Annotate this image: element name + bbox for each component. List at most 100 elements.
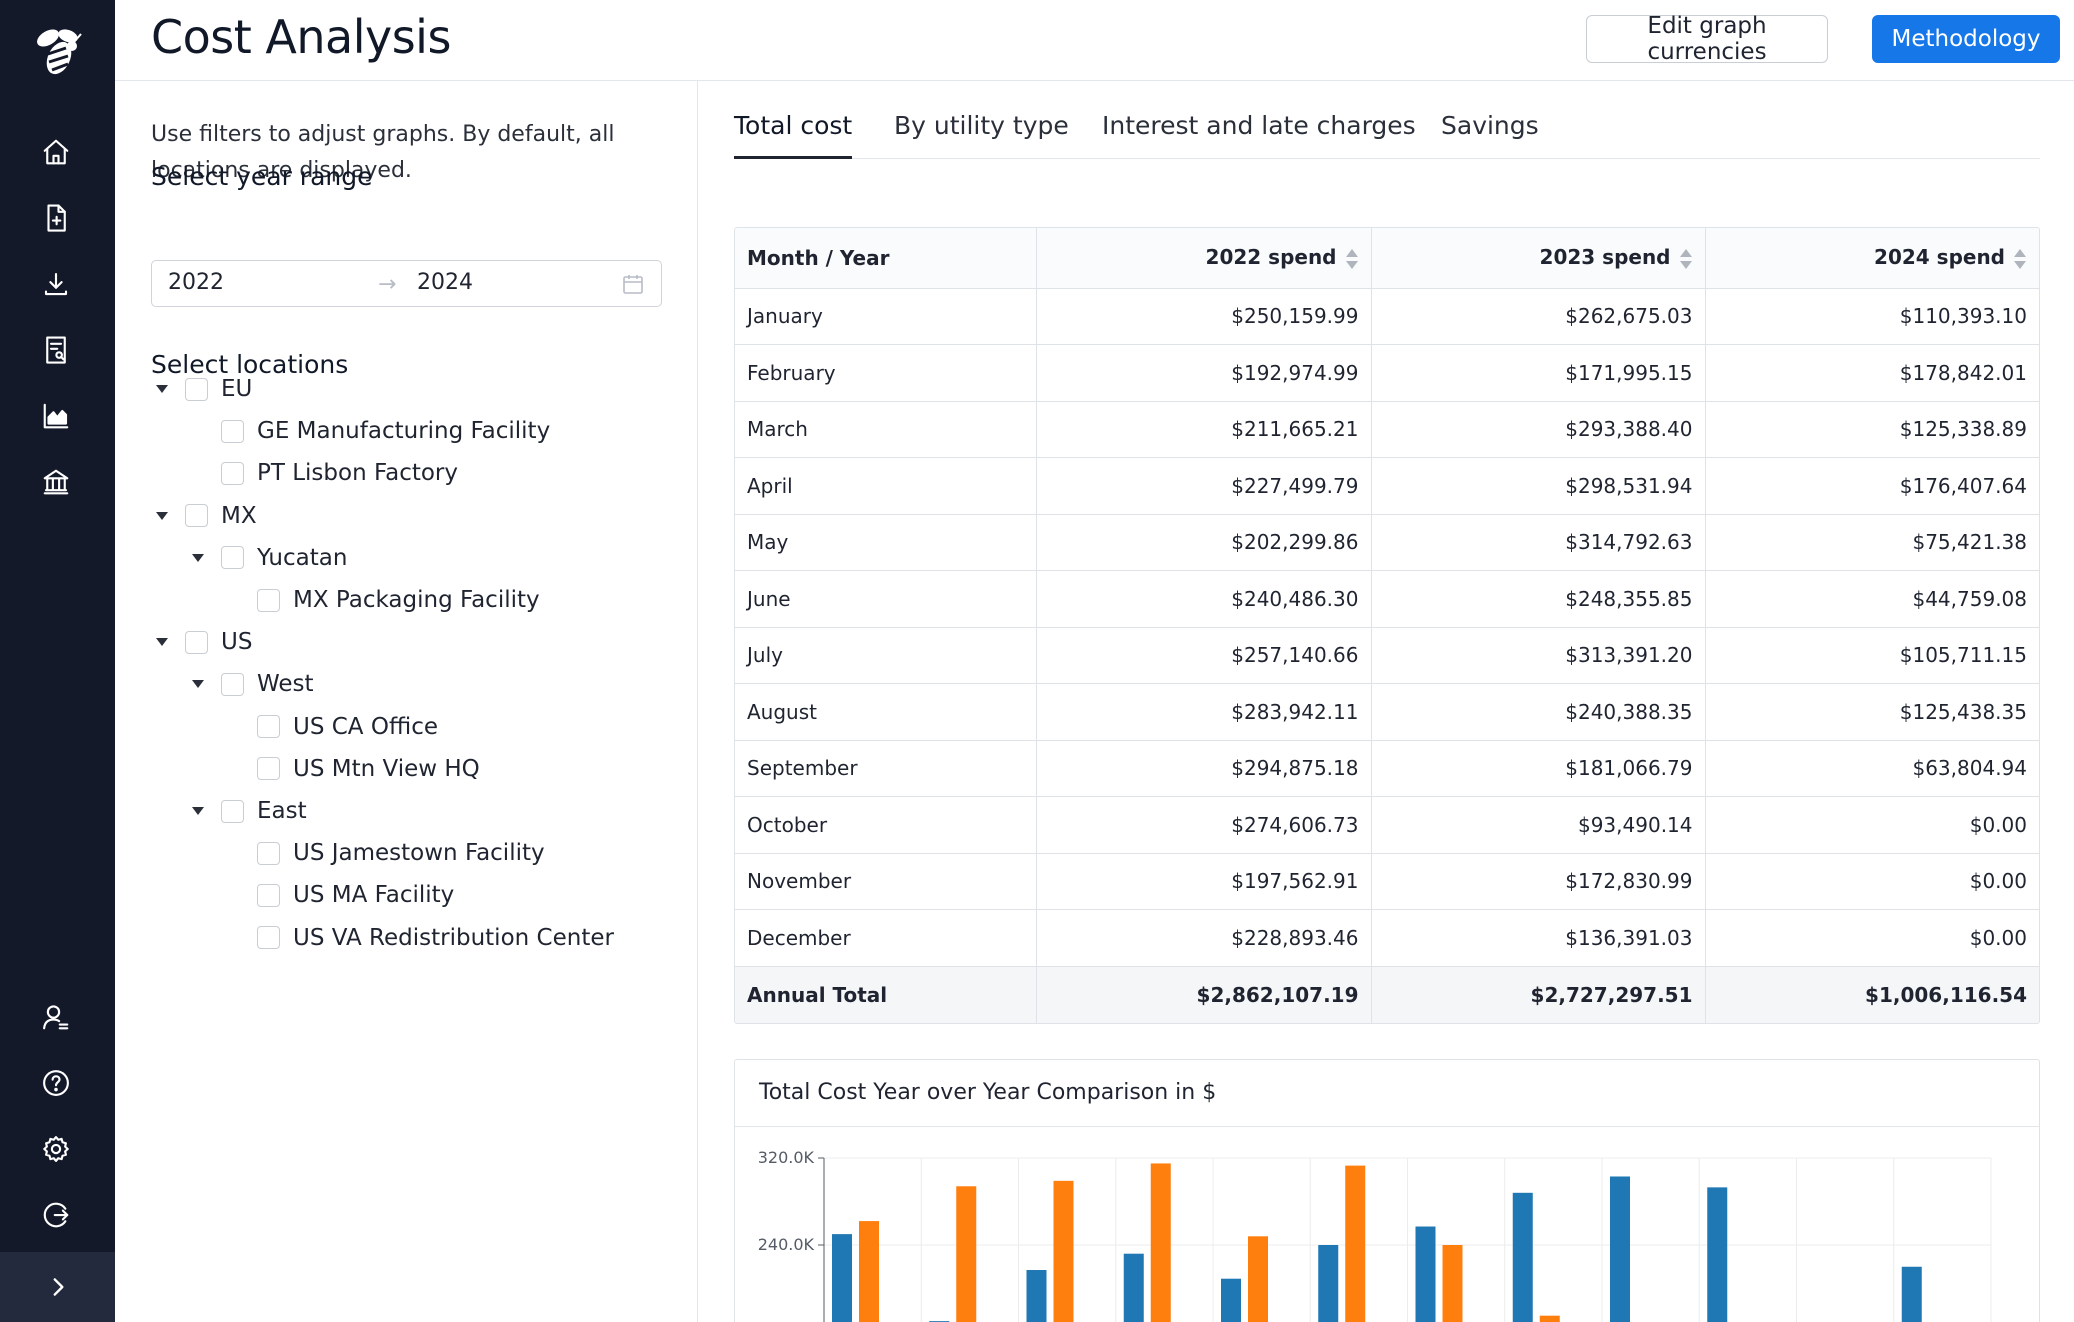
expand-sidebar-button[interactable]	[0, 1252, 115, 1322]
bar	[1150, 1163, 1171, 1322]
calendar-icon[interactable]	[621, 272, 645, 296]
logout-icon[interactable]	[30, 1189, 82, 1241]
caret-down-icon[interactable]	[151, 378, 173, 400]
location-checkbox[interactable]	[185, 630, 208, 654]
table-cell: $1,006,116.54	[1705, 966, 2039, 1023]
location-checkbox[interactable]	[257, 588, 280, 612]
caret-down-icon[interactable]	[187, 673, 209, 695]
edit-graph-currencies-button[interactable]: Edit graph currencies	[1586, 13, 1828, 65]
bar-chart: 320.0K 240.0K	[758, 1148, 1992, 1322]
table-cell: March	[735, 401, 1037, 458]
table-row: April $227,499.79 $298,531.94 $176,407.64	[735, 457, 2039, 515]
sort-icon[interactable]	[2013, 247, 2027, 271]
table-cell: August	[735, 683, 1037, 741]
year-to-input[interactable]: 2024	[417, 270, 473, 295]
table-row: March $211,665.21 $293,388.40 $125,338.89	[735, 401, 2039, 458]
table-cell: $93,490.14	[1371, 796, 1706, 854]
report-icon[interactable]	[30, 324, 82, 376]
bar	[859, 1221, 879, 1322]
table-cell: $105,711.15	[1705, 627, 2039, 684]
tab-total-cost[interactable]: Total cost	[734, 111, 853, 159]
location-checkbox[interactable]	[185, 377, 208, 401]
chart-title: Total Cost Year over Year Comparison in …	[759, 1080, 1217, 1105]
location-label[interactable]: PT Lisbon Factory	[257, 460, 458, 487]
table-cell: $181,066.79	[1371, 740, 1706, 797]
location-checkbox[interactable]	[257, 926, 280, 950]
column-header-2024[interactable]: 2024 spend	[1705, 228, 2039, 289]
bee-logo-icon[interactable]	[26, 20, 90, 84]
table-cell: January	[735, 288, 1037, 345]
location-label[interactable]: US Jamestown Facility	[293, 840, 545, 867]
location-label[interactable]: Yucatan	[257, 544, 348, 571]
sort-icon[interactable]	[1679, 247, 1693, 271]
year-range-picker[interactable]: 2022 → 2024	[151, 260, 662, 307]
column-header-label: Month / Year	[747, 245, 890, 270]
sort-icon[interactable]	[1345, 247, 1359, 271]
caret-down-icon[interactable]	[151, 631, 173, 653]
tab-savings[interactable]: Savings	[1441, 111, 1539, 140]
location-checkbox[interactable]	[257, 715, 280, 739]
table-row: January $250,159.99 $262,675.03 $110,393.10	[735, 288, 2039, 345]
location-label[interactable]: West	[257, 671, 314, 698]
column-header-label: 2023 spend	[1539, 245, 1671, 269]
file-plus-icon[interactable]	[30, 192, 82, 244]
location-label[interactable]: East	[257, 798, 307, 824]
location-checkbox[interactable]	[221, 419, 244, 443]
location-label[interactable]: US MA Facility	[293, 882, 455, 909]
location-checkbox[interactable]	[221, 799, 244, 823]
location-tree-node: GE Manufacturing Facility	[187, 413, 550, 449]
settings-icon[interactable]	[30, 1123, 82, 1175]
location-label[interactable]: MX	[221, 502, 257, 529]
location-checkbox[interactable]	[221, 546, 244, 570]
user-icon[interactable]	[30, 991, 82, 1043]
column-header-2022[interactable]: 2022 spend	[1036, 228, 1372, 289]
bank-icon[interactable]	[30, 456, 82, 508]
table-cell: $0.00	[1705, 853, 2039, 910]
table-cell: $293,388.40	[1371, 401, 1706, 458]
bar	[1345, 1165, 1366, 1322]
table-header-row: Month / Year 2022 spend 2023 spend 2024 …	[735, 228, 2039, 289]
location-checkbox[interactable]	[257, 883, 280, 907]
location-checkbox[interactable]	[257, 757, 280, 781]
table-cell: $314,792.63	[1371, 514, 1706, 571]
table-cell: $257,140.66	[1036, 627, 1372, 684]
location-label[interactable]: US	[221, 629, 253, 656]
location-label[interactable]: MX Packaging Facility	[293, 587, 540, 613]
caret-down-icon[interactable]	[187, 800, 209, 822]
bar	[1539, 1315, 1560, 1322]
location-checkbox[interactable]	[221, 672, 244, 696]
location-label[interactable]: US CA Office	[293, 713, 438, 740]
table-cell: $283,942.11	[1036, 683, 1372, 741]
year-from-input[interactable]: 2022	[168, 270, 224, 295]
download-icon[interactable]	[30, 258, 82, 310]
bar	[1707, 1187, 1728, 1322]
chart-icon[interactable]	[30, 390, 82, 442]
tab-by-utility-type[interactable]: By utility type	[894, 111, 1069, 140]
tab-bar: Total cost By utility type Interest and …	[734, 111, 2040, 159]
location-label[interactable]: EU	[221, 376, 253, 402]
table-cell: Annual Total	[735, 966, 1037, 1023]
table-row: June $240,486.30 $248,355.85 $44,759.08	[735, 570, 2039, 628]
location-checkbox[interactable]	[221, 461, 244, 485]
filter-hint: Use filters to adjust graphs. By default…	[151, 122, 615, 183]
tab-interest-late-charges[interactable]: Interest and late charges	[1102, 111, 1416, 140]
column-header-2023[interactable]: 2023 spend	[1371, 228, 1706, 289]
location-tree-node: West	[187, 666, 314, 702]
caret-down-icon[interactable]	[187, 547, 209, 569]
table-row: September $294,875.18 $181,066.79 $63,804.9…	[735, 740, 2039, 797]
table-cell: $110,393.10	[1705, 288, 2039, 345]
location-label[interactable]: US VA Redistribution Center	[293, 924, 614, 951]
table-row: May $202,299.86 $314,792.63 $75,421.38	[735, 514, 2039, 571]
bar	[1318, 1245, 1339, 1322]
table-row: July $257,140.66 $313,391.20 $105,711.15	[735, 627, 2039, 684]
location-label[interactable]: GE Manufacturing Facility	[257, 418, 551, 445]
methodology-button[interactable]: Methodology	[1872, 15, 2060, 63]
table-cell: $171,995.15	[1371, 344, 1706, 402]
caret-down-icon[interactable]	[151, 505, 173, 527]
location-checkbox[interactable]	[257, 841, 280, 865]
home-icon[interactable]	[30, 126, 82, 178]
location-label[interactable]: US Mtn View HQ	[293, 755, 480, 782]
location-checkbox[interactable]	[185, 504, 208, 528]
help-icon[interactable]	[30, 1057, 82, 1109]
location-tree-node: US CA Office	[223, 709, 438, 745]
